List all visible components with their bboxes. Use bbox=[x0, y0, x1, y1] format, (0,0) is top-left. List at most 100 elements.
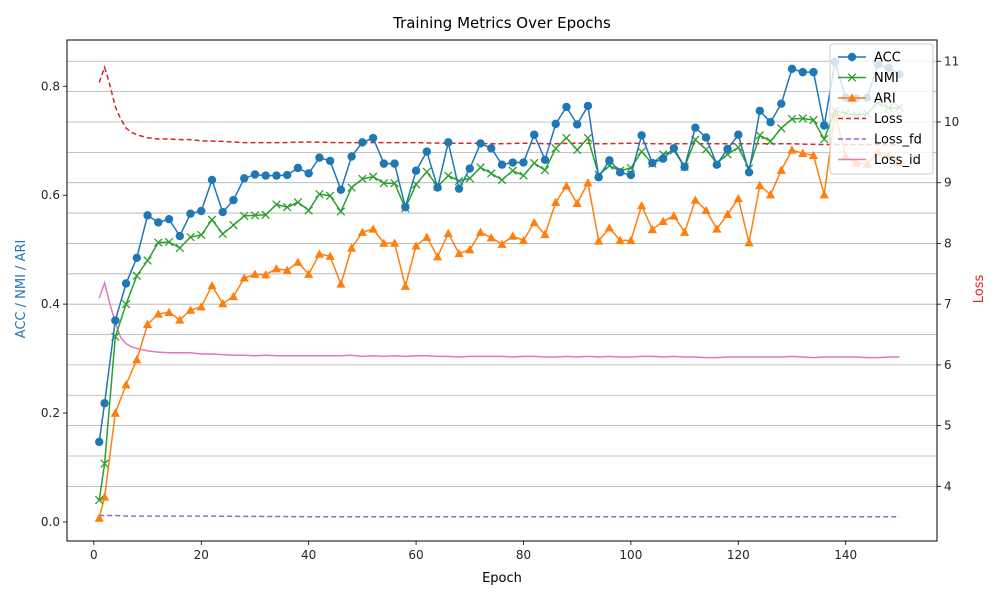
data-point bbox=[701, 133, 711, 142]
data-point bbox=[132, 271, 142, 281]
data-point bbox=[486, 233, 496, 242]
data-point bbox=[293, 163, 303, 173]
legend-marker bbox=[847, 73, 857, 82]
data-point bbox=[325, 191, 335, 201]
data-point bbox=[293, 198, 303, 207]
data-point bbox=[400, 281, 410, 290]
data-point bbox=[250, 211, 260, 220]
data-point bbox=[250, 170, 260, 179]
y-left-tick-label: 0.4 bbox=[41, 297, 60, 311]
data-point bbox=[99, 492, 110, 501]
data-point bbox=[755, 131, 765, 140]
data-point bbox=[143, 256, 152, 265]
data-point bbox=[572, 198, 582, 208]
data-point bbox=[583, 133, 593, 143]
data-point bbox=[444, 171, 453, 180]
data-point bbox=[518, 235, 529, 245]
data-point bbox=[733, 193, 743, 203]
data-point bbox=[432, 252, 443, 261]
data-point bbox=[744, 168, 754, 177]
data-point bbox=[336, 279, 346, 288]
data-point bbox=[444, 138, 453, 147]
series-line bbox=[99, 514, 900, 518]
data-point bbox=[228, 291, 239, 301]
grid-lines bbox=[67, 60, 937, 487]
y-axis-right-label: Loss bbox=[972, 275, 987, 304]
data-point bbox=[186, 232, 195, 242]
data-point bbox=[153, 309, 163, 318]
data-point bbox=[508, 166, 518, 175]
data-point bbox=[766, 137, 775, 146]
data-point bbox=[669, 144, 679, 153]
plot-series bbox=[94, 57, 905, 522]
data-point bbox=[282, 170, 292, 180]
data-point bbox=[196, 302, 206, 311]
data-point bbox=[787, 64, 797, 74]
x-tick-label: 20 bbox=[194, 548, 209, 562]
data-point bbox=[798, 67, 807, 77]
data-point bbox=[615, 168, 625, 177]
data-point bbox=[154, 218, 163, 227]
series-line bbox=[98, 280, 900, 359]
data-point bbox=[250, 269, 260, 278]
data-point bbox=[185, 305, 196, 314]
data-point bbox=[755, 106, 764, 115]
data-point bbox=[121, 299, 131, 309]
data-point bbox=[551, 144, 560, 153]
legend-label: NMI bbox=[874, 71, 899, 86]
data-point bbox=[186, 209, 195, 218]
data-point bbox=[325, 251, 335, 260]
data-point bbox=[658, 154, 668, 163]
y-right-tick-label: 8 bbox=[944, 236, 952, 250]
data-point bbox=[679, 227, 690, 236]
legend: ACC NMI ARI Loss Loss_fd Loss_id bbox=[829, 43, 934, 175]
data-point bbox=[411, 166, 421, 175]
data-point bbox=[776, 123, 786, 133]
data-point bbox=[390, 178, 399, 188]
data-point bbox=[95, 437, 104, 447]
data-point bbox=[197, 206, 206, 216]
legend-item: Loss bbox=[838, 112, 903, 127]
data-point bbox=[712, 160, 722, 169]
data-point bbox=[819, 190, 829, 199]
data-point bbox=[336, 185, 346, 194]
x-tick-label: 40 bbox=[301, 548, 316, 562]
data-point bbox=[701, 205, 711, 215]
data-point bbox=[787, 114, 797, 124]
data-point bbox=[239, 273, 249, 282]
data-point bbox=[648, 158, 657, 168]
data-point bbox=[111, 316, 120, 325]
data-point bbox=[411, 241, 421, 250]
data-point bbox=[594, 236, 604, 245]
y-right-tick-label: 6 bbox=[944, 358, 952, 372]
x-tick-label: 140 bbox=[834, 548, 857, 562]
data-point bbox=[218, 207, 227, 217]
data-point bbox=[465, 245, 475, 254]
data-point bbox=[368, 224, 378, 233]
series-acc bbox=[95, 57, 904, 447]
data-point bbox=[540, 165, 550, 175]
x-axis-label: Epoch bbox=[482, 571, 522, 586]
data-point bbox=[583, 101, 593, 111]
legend-box bbox=[829, 43, 934, 175]
data-point bbox=[304, 206, 313, 215]
data-point bbox=[390, 159, 399, 168]
data-point bbox=[325, 156, 335, 166]
data-point bbox=[443, 228, 453, 238]
legend-marker bbox=[847, 52, 857, 62]
data-point bbox=[368, 172, 378, 181]
data-point bbox=[271, 264, 282, 273]
data-point bbox=[314, 249, 325, 258]
data-point bbox=[508, 158, 517, 167]
data-point bbox=[766, 118, 775, 127]
data-point bbox=[820, 121, 829, 130]
legend-marker bbox=[847, 93, 857, 102]
y-right-tick-label: 5 bbox=[944, 419, 952, 433]
chart-title: Training Metrics Over Epochs bbox=[392, 14, 611, 32]
data-point bbox=[358, 174, 367, 184]
data-point bbox=[497, 239, 507, 248]
data-point bbox=[347, 243, 357, 252]
data-point bbox=[315, 189, 324, 199]
data-point bbox=[94, 513, 104, 522]
data-point bbox=[519, 171, 528, 180]
